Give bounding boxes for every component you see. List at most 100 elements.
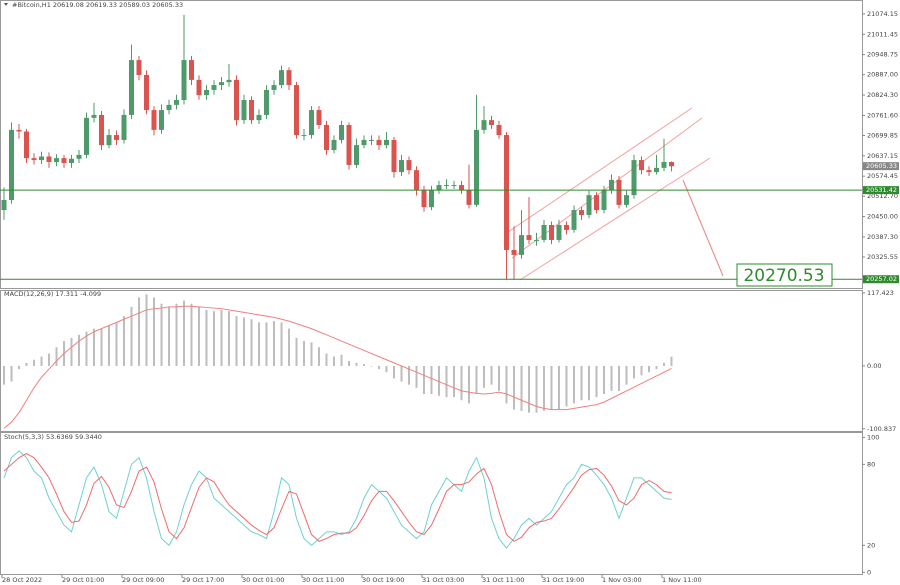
macd-bar	[85, 331, 88, 366]
candle-body	[391, 139, 397, 173]
candle-body	[294, 85, 299, 136]
macd-bar	[48, 353, 50, 366]
macd-bar	[520, 365, 523, 411]
candle-body	[609, 179, 614, 190]
candle-body	[31, 158, 37, 161]
macd-bar	[610, 365, 613, 391]
y-tick-label: 20	[867, 541, 875, 549]
macd-bar	[303, 341, 305, 366]
macd-bar	[573, 365, 575, 404]
y-tick-label: 80	[867, 460, 875, 468]
candle-body	[189, 60, 194, 80]
macd-bar	[288, 328, 290, 366]
candle-body	[159, 110, 164, 130]
candle-body	[669, 162, 674, 167]
level-label: 20531.42	[866, 186, 897, 194]
macd-bar	[295, 337, 298, 366]
stoch-panel	[0, 432, 863, 575]
candle-body	[181, 60, 187, 101]
macd-bar	[490, 365, 493, 385]
y-tick-label: 0	[867, 568, 871, 576]
candle-body	[309, 110, 314, 136]
macd-title: MACD(12,26,9) 17.311 -4.099	[4, 290, 101, 298]
candle-body	[114, 135, 119, 140]
candle-body	[406, 160, 412, 171]
macd-bar	[415, 365, 418, 388]
candle-body	[376, 139, 382, 146]
candle-body	[9, 129, 14, 201]
macd-bar	[130, 306, 133, 366]
macd-bar	[3, 365, 5, 385]
candle-body	[436, 185, 442, 190]
macd-bar	[318, 347, 320, 366]
macd-bar	[385, 365, 388, 373]
macd-bar	[100, 328, 103, 366]
candle-body	[271, 85, 277, 90]
candle-body	[166, 104, 172, 111]
candle-body	[1, 200, 7, 211]
candle-body	[204, 89, 209, 96]
macd-bar	[198, 306, 200, 366]
y-tick-label: 20887.00	[867, 71, 898, 79]
candle-body	[496, 125, 502, 136]
macd-bar	[535, 365, 538, 413]
y-tick-label: 0.00	[867, 362, 881, 370]
candle-body	[99, 114, 104, 146]
macd-bar	[213, 311, 215, 366]
candle-body	[46, 156, 52, 163]
macd-bar	[153, 297, 155, 366]
x-tick-label: 1 Nov 11:00	[662, 576, 702, 584]
candle-body	[481, 120, 487, 130]
x-tick-label: 31 Oct 11:00	[482, 576, 524, 584]
candle-body	[346, 125, 352, 165]
candle-body	[174, 100, 179, 105]
y-tick-label: 21011.45	[867, 30, 898, 38]
macd-bar	[475, 365, 478, 395]
candle-body	[151, 110, 157, 130]
candle-body	[54, 158, 59, 163]
macd-bar	[145, 294, 148, 366]
macd-bar	[40, 356, 43, 366]
macd-bar	[378, 365, 380, 370]
candle-body	[234, 79, 239, 121]
macd-bar	[528, 365, 530, 413]
x-tick-label: 29 Oct 09:00	[122, 576, 164, 584]
y-tick-label: 21074.15	[867, 10, 898, 18]
candle-body	[69, 158, 74, 163]
candle-body	[661, 162, 667, 168]
candle-body	[361, 139, 367, 146]
candle-body	[24, 131, 29, 159]
candle-body	[654, 167, 659, 173]
macd-bar	[258, 322, 260, 366]
macd-bar	[438, 365, 440, 396]
macd-bar	[400, 365, 403, 382]
macd-bar	[183, 300, 185, 366]
y-tick-label: 20637.15	[867, 152, 898, 160]
menu-arrow[interactable]	[4, 3, 8, 6]
macd-bar	[10, 365, 13, 382]
macd-bar	[648, 365, 650, 373]
macd-bar	[55, 347, 58, 366]
y-tick-label: -100.837	[867, 425, 896, 433]
macd-bar	[670, 356, 673, 366]
chart-title: #Bitcoin,H1 20619.08 20619.33 20589.03 2…	[12, 1, 183, 9]
level-label: 20257.02	[866, 275, 897, 283]
candle-body	[286, 70, 292, 86]
macd-bar	[445, 365, 448, 398]
macd-bar	[235, 316, 238, 366]
candle-body	[474, 129, 479, 205]
y-tick-label: 20450.00	[867, 213, 898, 221]
y-tick-label: 100	[867, 433, 879, 441]
macd-bar	[280, 322, 283, 366]
candle-body	[121, 114, 127, 140]
macd-bar	[348, 361, 350, 366]
candle-body	[414, 170, 419, 190]
x-tick-label: 31 Oct 19:00	[542, 576, 584, 584]
candle-body	[264, 89, 269, 115]
macd-bar	[408, 365, 410, 385]
macd-bar	[423, 365, 425, 395]
macd-bar	[453, 365, 455, 398]
macd-bar	[138, 297, 140, 366]
